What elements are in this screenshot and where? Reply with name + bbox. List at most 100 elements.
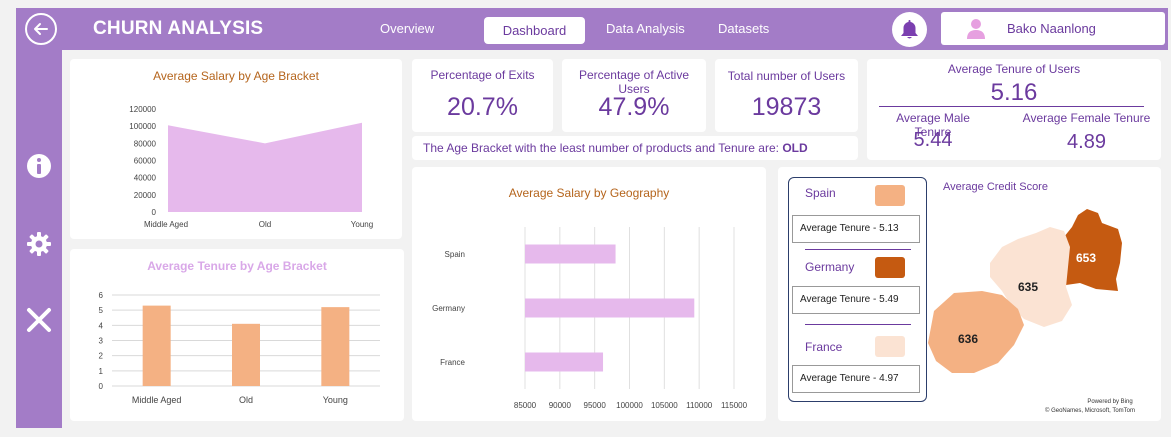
y-tick-label: 100000 — [129, 122, 156, 131]
map-credit-line1: Powered by Bing — [1087, 399, 1132, 405]
y-tick-label: 60000 — [134, 157, 157, 166]
x-tick-label: 115000 — [721, 401, 748, 410]
map-region-france — [990, 227, 1072, 327]
app-title: CHURN ANALYSIS — [93, 18, 264, 39]
user-icon — [967, 19, 985, 39]
y-tick-label: 1 — [99, 367, 104, 376]
area-series — [168, 122, 362, 212]
kpi-label: Total number of Users — [727, 69, 846, 83]
info-icon — [27, 154, 51, 178]
legend-swatch-france — [875, 336, 905, 357]
map-region-germany — [1064, 209, 1122, 291]
divider — [805, 249, 911, 250]
map-label-france: 635 — [1018, 280, 1038, 294]
map-label-spain: 636 — [958, 332, 978, 346]
female-tenure-label: Average Female Tenure — [1022, 111, 1151, 125]
salary-by-geo-card: Average Salary by Geography 85000 90000 95… — [412, 167, 766, 421]
map-region-spain — [928, 291, 1024, 373]
bar — [142, 305, 171, 386]
nav-dashboard[interactable]: Dashboard — [484, 17, 585, 44]
kpi-value: 20.7% — [447, 93, 518, 121]
salary-geo-bar-chart: 85000 90000 95000 100000 105000 110000 115000 S… — [432, 227, 748, 410]
least-bracket-value: OLD — [782, 141, 808, 155]
x-tick-label: 90000 — [549, 401, 572, 410]
chart-title: Average Tenure by Age Bracket — [147, 259, 327, 273]
legend-tenure-france: Average Tenure - 4.97 — [792, 365, 920, 393]
y-tick-label: 4 — [99, 321, 104, 330]
y-tick-label: 3 — [99, 337, 104, 346]
y-tick-label: 120000 — [129, 105, 156, 114]
chart-title: Average Salary by Age Bracket — [153, 69, 319, 83]
y-tick-label: 6 — [99, 291, 104, 300]
legend-name-france: France — [805, 340, 843, 354]
least-bracket-note: The Age Bracket with the least number of… — [412, 136, 858, 160]
salary-area-chart: 0 20000 40000 60000 80000 100000 120000 Middle … — [129, 105, 373, 229]
nav-datasets[interactable]: Datasets — [718, 21, 770, 36]
male-tenure-label: Average Male Tenure — [896, 111, 970, 139]
user-name: Bako Naanlong — [1007, 21, 1096, 36]
main-content: Average Salary by Age Bracket 0 20000 4000… — [62, 50, 1168, 428]
kpi-total-users: Total number of Users 19873 — [715, 59, 858, 132]
divider — [805, 324, 911, 325]
kpi-label: Percentage of Exits — [430, 68, 535, 82]
kpi-label: Percentage of Active Users — [578, 68, 690, 96]
x-tick-label: Middle Aged — [144, 220, 188, 229]
y-tick-label: 0 — [152, 208, 157, 217]
kpi-value: 19873 — [751, 93, 822, 121]
legend-swatch-germany — [875, 257, 905, 278]
top-header: CHURN ANALYSIS Overview Dashboard Data A… — [16, 8, 1168, 50]
bar — [525, 298, 695, 318]
x-tick-label: 105000 — [651, 401, 678, 410]
tenure-bar-chart: 0 1 2 3 4 5 6 Middle Aged Old Young — [99, 291, 380, 405]
least-bracket-text: The Age Bracket with the least number of… — [423, 141, 808, 155]
legend-tenure-germany: Average Tenure - 5.49 — [792, 286, 920, 314]
y-tick-label: Germany — [432, 304, 465, 313]
notifications-button[interactable] — [892, 12, 927, 47]
divider — [879, 106, 1144, 107]
sidebar — [16, 50, 62, 428]
y-tick-label: 2 — [99, 352, 104, 361]
female-tenure-value: 4.89 — [1067, 131, 1106, 153]
bar — [525, 352, 604, 372]
back-button[interactable] — [25, 13, 57, 45]
y-tick-label: 0 — [99, 382, 104, 391]
kpi-exits: Percentage of Exits 20.7% — [412, 59, 553, 132]
info-button[interactable] — [25, 152, 53, 180]
x-tick-label: Middle Aged — [132, 395, 182, 405]
x-tick-label: Young — [351, 220, 373, 229]
legend-name-germany: Germany — [805, 260, 855, 274]
legend-swatch-spain — [875, 185, 905, 206]
chart-title: Average Salary by Geography — [508, 186, 670, 200]
gear-icon — [27, 232, 51, 256]
credit-score-card: Spain Average Tenure - 5.13 Germany Aver… — [778, 167, 1161, 421]
kpi-value: 47.9% — [598, 93, 670, 121]
back-arrow-icon — [34, 23, 48, 35]
x-tick-label: Old — [259, 220, 271, 229]
nav-overview[interactable]: Overview — [380, 21, 435, 36]
close-button[interactable] — [25, 306, 53, 334]
least-bracket-label: The Age Bracket with the least number of… — [423, 141, 783, 155]
bell-icon — [901, 20, 918, 39]
bar — [232, 323, 260, 386]
close-icon — [27, 308, 51, 332]
user-profile[interactable]: Bako Naanlong — [941, 12, 1165, 45]
x-tick-label: 85000 — [514, 401, 537, 410]
y-tick-label: 40000 — [134, 174, 157, 183]
y-tick-label: 80000 — [134, 139, 157, 148]
settings-button[interactable] — [25, 230, 53, 258]
legend-tenure-spain: Average Tenure - 5.13 — [792, 215, 920, 243]
y-tick-label: France — [440, 358, 465, 367]
x-tick-label: 100000 — [616, 401, 643, 410]
tenure-summary-card: Average Tenure of Users 5.16 Average Mal… — [867, 59, 1161, 160]
tenure-title: Average Tenure of Users — [947, 62, 1081, 76]
nav-data-analysis[interactable]: Data Analysis — [606, 21, 685, 36]
salary-by-age-card: Average Salary by Age Bracket 0 20000 4000… — [70, 59, 402, 239]
y-tick-label: Spain — [445, 250, 465, 259]
x-tick-label: Old — [239, 395, 253, 405]
bar — [525, 244, 616, 264]
male-tenure-value: 5.44 — [913, 129, 953, 151]
map-legend: Spain Average Tenure - 5.13 Germany Aver… — [788, 177, 927, 402]
y-tick-label: 5 — [99, 306, 104, 315]
x-tick-label: 95000 — [584, 401, 607, 410]
